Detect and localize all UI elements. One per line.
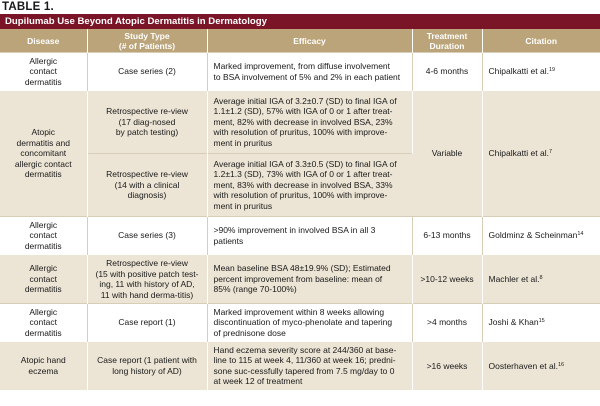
study-cell: Retrospective re-view (17 diag-nosed by … xyxy=(87,90,208,154)
duration-cell: Variable xyxy=(412,90,483,217)
citation-cell: Oosterhaven et al.16 xyxy=(482,341,600,390)
citation-cell: Joshi & Khan15 xyxy=(482,303,600,342)
citation-text: Chipalkatti et al. xyxy=(488,66,549,77)
efficacy-cell: >90% improvement in involved BSA in all … xyxy=(207,216,413,255)
study-cell: Case report (1 patient with long history… xyxy=(87,341,208,390)
citation-ref: 14 xyxy=(577,231,584,238)
table-row: Allergic contact dermatitis Case series … xyxy=(0,52,600,91)
citation-ref: 19 xyxy=(548,67,556,74)
study-cell: Case series (2) xyxy=(87,52,208,91)
citation-ref: 8 xyxy=(539,274,543,281)
disease-cell: Allergic contact dermatitis xyxy=(0,303,88,342)
citation-cell: Machler et al.8 xyxy=(482,254,600,304)
header-row: Disease Study Type (# of Patients) Effic… xyxy=(0,29,600,53)
citation-text: Oosterhaven et al. xyxy=(488,360,558,371)
efficacy-cell: Marked improvement, from diffuse involve… xyxy=(207,52,413,91)
header-citation: Citation xyxy=(482,29,600,53)
header-disease: Disease xyxy=(0,29,88,53)
table-row: Allergic contact dermatitis Case series … xyxy=(0,216,600,255)
table-row: Allergic contact dermatitis Case report … xyxy=(0,303,600,342)
citation-cell: Chipalkatti et al.7 xyxy=(482,90,600,217)
duration-cell: >4 months xyxy=(412,303,483,342)
citation-ref: 7 xyxy=(548,149,553,156)
citation-text: Goldminz & Scheinman xyxy=(488,230,578,241)
table-row: Allergic contact dermatitis Retrospectiv… xyxy=(0,254,600,304)
disease-cell: Atopic dermatitis and concomitant allerg… xyxy=(0,90,88,217)
table-row: Atopic hand eczema Case report (1 patien… xyxy=(0,341,600,390)
header-duration: Treatment Duration xyxy=(412,29,483,53)
disease-cell: Atopic hand eczema xyxy=(0,341,88,390)
citation-text: Machler et al. xyxy=(488,273,540,284)
table-row: Retrospective re-view (14 with a clinica… xyxy=(0,153,600,217)
disease-cell: Allergic contact dermatitis xyxy=(0,216,88,255)
efficacy-cell: Average initial IGA of 3.2±0.7 (SD) to f… xyxy=(207,90,413,154)
header-study-type: Study Type (# of Patients) xyxy=(87,29,208,53)
duration-cell: >10-12 weeks xyxy=(412,254,483,304)
efficacy-cell: Hand eczema severity score at 244/360 at… xyxy=(207,341,413,390)
disease-cell: Allergic contact dermatitis xyxy=(0,52,88,91)
study-cell: Retrospective re-view (14 with a clinica… xyxy=(87,153,208,217)
disease-cell: Allergic contact dermatitis xyxy=(0,254,88,304)
table-label: TABLE 1. xyxy=(2,1,54,13)
citation-ref: 15 xyxy=(538,318,545,325)
duration-cell: 6-13 months xyxy=(412,216,483,255)
citation-text: Joshi & Khan xyxy=(488,317,539,328)
header-efficacy: Efficacy xyxy=(207,29,413,53)
citation-cell: Chipalkatti et al.19 xyxy=(482,52,600,91)
table-row: Atopic dermatitis and concomitant allerg… xyxy=(0,90,600,217)
efficacy-cell: Average initial IGA of 3.3±0.5 (SD) to f… xyxy=(207,153,412,217)
study-cell: Case series (3) xyxy=(87,216,208,255)
duration-cell: 4-6 months xyxy=(412,52,483,91)
dupilumab-table: Disease Study Type (# of Patients) Effic… xyxy=(0,29,600,390)
study-cell: Case report (1) xyxy=(87,303,208,342)
efficacy-cell: Marked improvement within 8 weeks allowi… xyxy=(207,303,413,342)
citation-ref: 16 xyxy=(557,361,565,368)
table-title: Dupilumab Use Beyond Atopic Dermatitis i… xyxy=(0,14,600,29)
duration-cell: >16 weeks xyxy=(412,341,483,390)
study-cell: Retrospective re-view (15 with positive … xyxy=(87,254,208,304)
citation-text: Chipalkatti et al. xyxy=(488,148,549,159)
citation-cell: Goldminz & Scheinman14 xyxy=(482,216,600,255)
efficacy-cell: Mean baseline BSA 48±19.9% (SD); Estimat… xyxy=(207,254,413,304)
